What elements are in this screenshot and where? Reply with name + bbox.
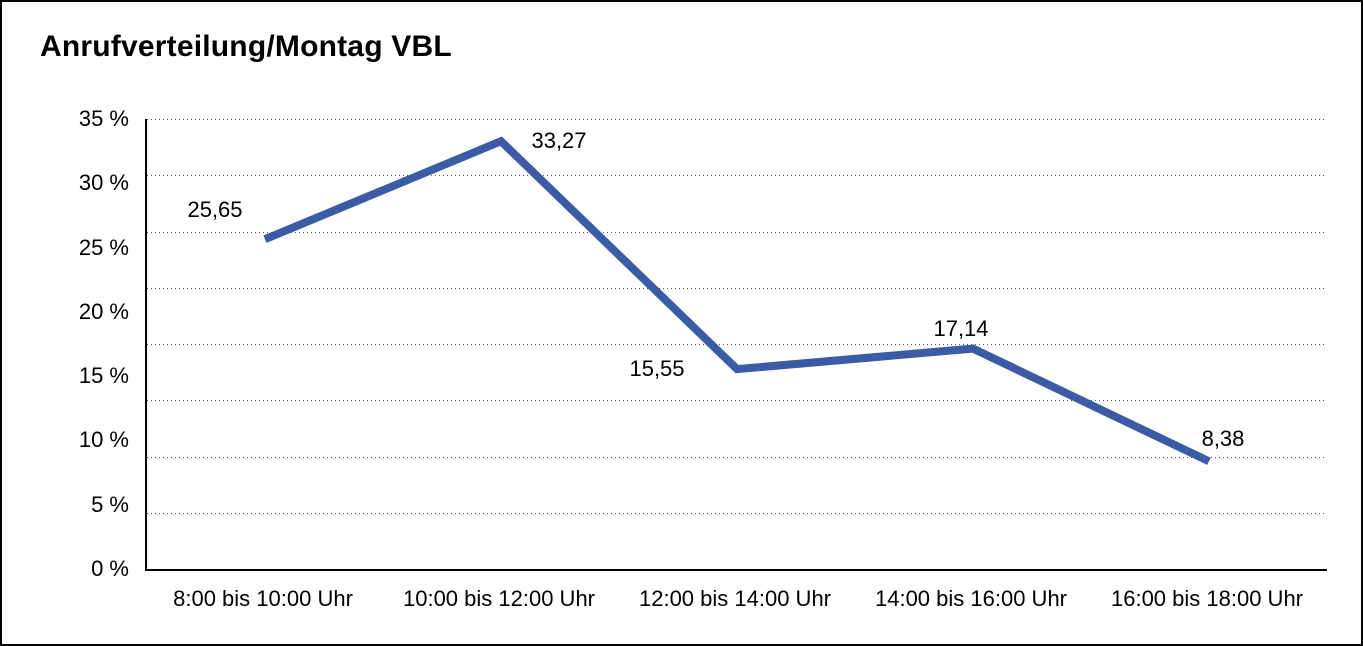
y-axis-tick-label: 10 %: [78, 427, 129, 453]
data-point-label: 33,27: [531, 128, 587, 154]
x-axis-category-label: 16:00 bis 18:00 Uhr: [1110, 586, 1304, 611]
data-point-label: 25,65: [187, 197, 243, 223]
gridline: [147, 231, 1327, 233]
y-axis-tick-label: 35 %: [78, 106, 129, 131]
x-axis-category-label: 8:00 bis 10:00 Uhr: [173, 586, 353, 611]
gridline: [147, 456, 1327, 458]
data-point-label: 17,14: [933, 315, 989, 341]
data-point-label: 8,38: [1201, 426, 1245, 452]
gridline: [147, 400, 1327, 402]
y-axis-tick-label: 15 %: [78, 363, 129, 389]
y-axis-tick-label: 5 %: [91, 491, 129, 517]
x-axis-category-label: 10:00 bis 12:00 Uhr: [402, 586, 596, 611]
gridline: [147, 119, 1327, 120]
plot-area: [145, 119, 1327, 571]
gridline: [147, 344, 1327, 345]
y-axis-tick-label: 25 %: [78, 234, 129, 260]
y-axis-tick-label: 30 %: [78, 170, 129, 196]
chart-title: Anrufverteilung/Montag VBL: [40, 30, 452, 63]
x-axis-category-label: 12:00 bis 14:00 Uhr: [638, 586, 832, 611]
data-line-svg: [263, 136, 1211, 465]
gridline: [147, 512, 1327, 514]
x-axis-category-label: 14:00 bis 16:00 Uhr: [874, 586, 1068, 611]
data-point-label: 15,55: [629, 356, 685, 382]
y-axis-tick-label: 20 %: [78, 298, 129, 324]
data-line: [263, 136, 1211, 465]
gridline: [147, 175, 1327, 177]
y-axis-tick-label: 0 %: [91, 556, 129, 581]
gridline: [147, 287, 1327, 289]
